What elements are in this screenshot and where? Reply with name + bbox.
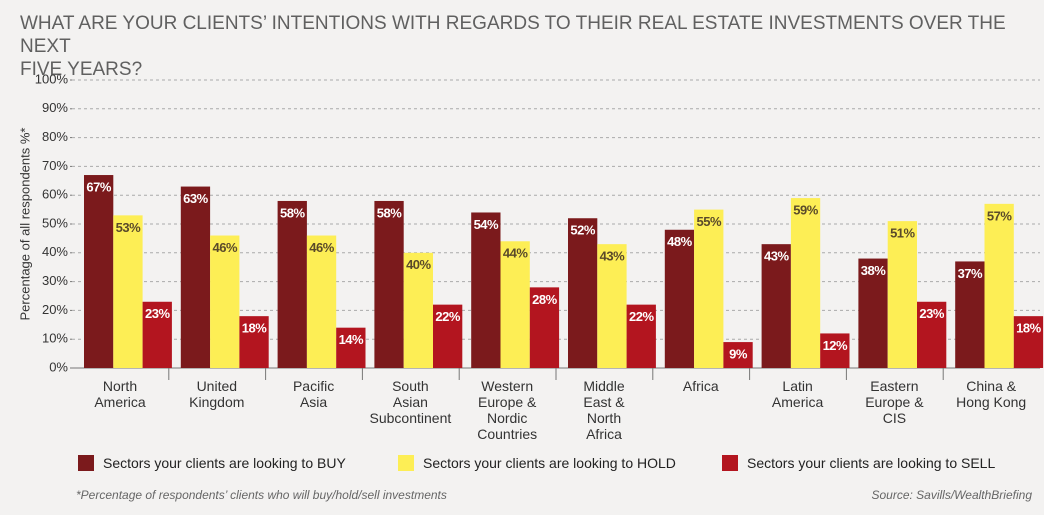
value-label: 46% <box>212 240 237 255</box>
value-label: 23% <box>919 306 944 321</box>
y-tick-label: 100% <box>35 71 69 86</box>
bar <box>471 212 501 368</box>
bar <box>984 203 1014 368</box>
legend-item: Sectors your clients are looking to SELL <box>722 455 995 471</box>
value-label: 18% <box>242 321 267 336</box>
value-label: 22% <box>435 309 460 324</box>
value-label: 40% <box>406 257 431 272</box>
value-label: 52% <box>570 223 595 238</box>
bar <box>955 261 985 368</box>
value-label: 53% <box>116 220 141 235</box>
bar <box>694 209 724 368</box>
bar <box>180 186 211 368</box>
x-tick-label: Africa <box>682 378 719 394</box>
value-label: 51% <box>890 226 915 241</box>
bar <box>626 304 656 368</box>
value-label: 37% <box>958 266 983 281</box>
value-label: 58% <box>280 205 305 220</box>
bar <box>723 342 753 368</box>
x-tick-label: Latin America <box>771 378 824 410</box>
footnote: *Percentage of respondents’ clients who … <box>76 488 447 502</box>
y-tick-label: 10% <box>42 331 68 346</box>
bar <box>403 252 433 368</box>
bar <box>664 229 695 368</box>
x-tick-label: North America <box>94 378 146 410</box>
bar <box>277 200 307 368</box>
bar <box>887 221 917 368</box>
chart-title: WHAT ARE YOUR CLIENTS’ INTENTIONS WITH R… <box>20 13 1006 80</box>
bar <box>568 218 598 368</box>
value-label: 14% <box>339 332 364 347</box>
legend-label: Sectors your clients are looking to HOLD <box>423 455 676 471</box>
y-tick-label: 60% <box>42 187 68 202</box>
y-tick-label: 70% <box>42 158 68 173</box>
y-tick-label: 30% <box>42 273 68 288</box>
value-label: 18% <box>1016 321 1041 336</box>
value-label: 43% <box>764 249 789 264</box>
x-tick-label: Western Europe & Nordic Countries <box>477 378 538 442</box>
y-tick-label: 40% <box>42 244 68 259</box>
bar <box>210 235 240 368</box>
bar <box>374 200 404 368</box>
y-tick-label: 90% <box>42 100 68 115</box>
y-tick-label: 20% <box>42 302 68 317</box>
bar <box>306 235 337 368</box>
value-label: 38% <box>861 263 886 278</box>
value-label: 54% <box>474 217 499 232</box>
bar <box>597 244 627 368</box>
bar <box>500 241 530 368</box>
bar <box>1013 316 1044 368</box>
y-axis-label: Percentage of all respondents %* <box>17 128 32 321</box>
value-label: 59% <box>793 203 818 218</box>
value-label: 12% <box>823 338 848 353</box>
bar <box>239 316 269 368</box>
bar <box>917 301 947 368</box>
value-label: 22% <box>629 309 654 324</box>
legend-label: Sectors your clients are looking to BUY <box>103 455 346 471</box>
value-label: 48% <box>667 234 692 249</box>
source: Source: Savills/WealthBriefing <box>871 488 1032 502</box>
x-tick-label: Pacific Asia <box>292 378 335 410</box>
value-label: 23% <box>145 306 170 321</box>
value-label: 67% <box>86 179 111 194</box>
bar <box>820 333 850 368</box>
x-tick-label: United Kingdom <box>189 378 245 410</box>
bar <box>790 198 821 368</box>
value-label: 28% <box>532 292 557 307</box>
legend-swatch <box>78 455 94 471</box>
value-label: 57% <box>987 208 1012 223</box>
value-label: 55% <box>696 214 721 229</box>
bar <box>433 304 463 368</box>
value-label: 58% <box>377 205 402 220</box>
y-tick-label: 50% <box>42 215 68 230</box>
value-label: 63% <box>183 191 208 206</box>
value-label: 44% <box>503 246 528 261</box>
bar <box>336 327 366 368</box>
legend-swatch <box>398 455 414 471</box>
value-label: 46% <box>309 240 334 255</box>
legend-label: Sectors your clients are looking to SELL <box>747 455 996 471</box>
x-tick-label: China & Hong Kong <box>956 378 1027 410</box>
y-tick-label: 0% <box>49 359 68 374</box>
value-label: 9% <box>729 347 748 362</box>
bar <box>858 258 888 368</box>
value-label: 43% <box>600 249 625 264</box>
legend-swatch <box>722 455 738 471</box>
x-tick-label: Eastern Europe & CIS <box>865 378 924 426</box>
bar <box>142 301 172 368</box>
legend-item: Sectors your clients are looking to BUY <box>78 455 346 471</box>
bar <box>529 287 560 368</box>
x-tick-label: South Asian Subcontinent <box>369 378 452 426</box>
bar <box>113 215 143 368</box>
bar <box>84 175 114 368</box>
x-tick-label: Middle East & North Africa <box>583 378 625 442</box>
y-tick-label: 80% <box>42 129 68 144</box>
legend-item: Sectors your clients are looking to HOLD <box>398 455 676 471</box>
bar <box>761 244 791 368</box>
